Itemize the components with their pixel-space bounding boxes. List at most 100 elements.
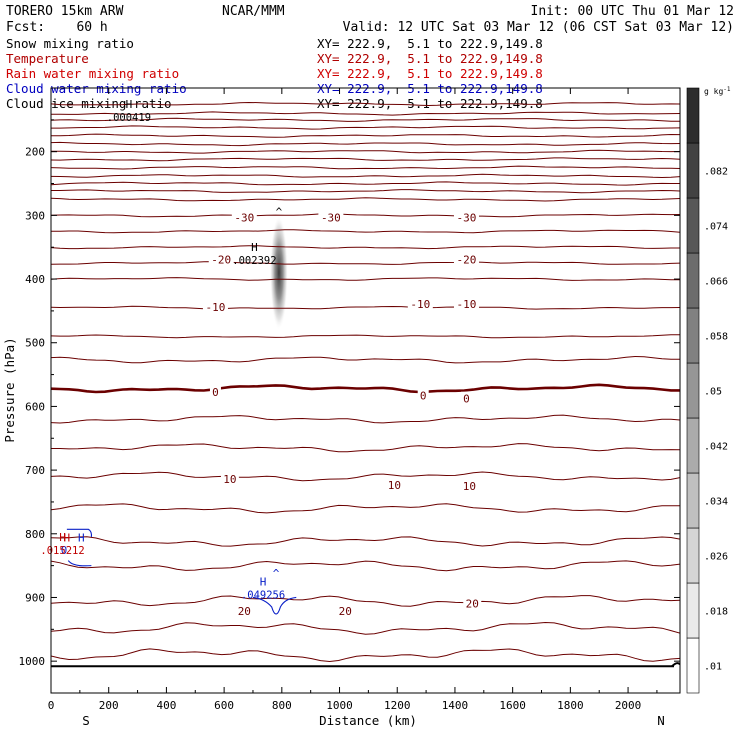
- temperature-isotherm: [51, 277, 680, 281]
- temperature-label: -30: [234, 211, 254, 224]
- colorbar-segment: [686, 417, 700, 474]
- temperature-label: -20: [457, 253, 477, 266]
- temperature-isotherm: [51, 536, 680, 547]
- colorbar-segment: [686, 637, 700, 694]
- temperature-label-bg: [460, 479, 479, 492]
- x-tick-label: 1400: [442, 699, 469, 712]
- extremum-value: .049256: [241, 589, 285, 601]
- colorbar-segment: [686, 472, 700, 529]
- colorbar-segment: [686, 87, 700, 144]
- extremum-mark: H: [78, 531, 85, 544]
- temperature-label-bg: [208, 252, 234, 265]
- temperature-isotherm: [51, 560, 680, 572]
- temperature-isotherm: [51, 197, 680, 202]
- y-axis-label: Pressure (hPa): [2, 337, 17, 442]
- start-point-label: S: [82, 713, 90, 728]
- extremum-mark: H: [126, 98, 133, 111]
- y-tick-label: 200: [25, 146, 45, 159]
- temperature-isotherm: [51, 355, 680, 364]
- temperature-isotherm: [51, 189, 680, 194]
- ice-core-shade: [269, 215, 288, 330]
- cloud-water-contour-top: [66, 528, 93, 538]
- temperature-label: 10: [463, 480, 476, 493]
- center-label: NCAR/MMM: [222, 4, 285, 19]
- colorbar-label: .01: [704, 662, 722, 673]
- ice-mixing-ratio-shading: [269, 215, 288, 330]
- forecast-hour: Fcst: 60 h: [6, 20, 108, 35]
- temperature-isotherm: [51, 181, 680, 186]
- y-tick-label: 400: [25, 273, 45, 286]
- temperature-isotherm: [51, 157, 680, 162]
- y-tick-label: 700: [25, 464, 45, 477]
- x-axis-label: Distance (km): [319, 713, 417, 728]
- colorbar-label: .074: [704, 222, 728, 233]
- x-tick-label: 1000: [326, 699, 353, 712]
- temperature-label: -30: [321, 211, 341, 224]
- y-tick-label: 800: [25, 528, 45, 541]
- temperature-label: -10: [206, 301, 226, 314]
- x-axis: 0 200 400 600 800 1000 1200 1400 1600 1800 2000: [48, 88, 658, 712]
- y-tick-label: 1000: [19, 655, 46, 668]
- temperature-label-bg: [231, 210, 257, 223]
- x-tick-label: 600: [214, 699, 234, 712]
- x-tick-label: 800: [272, 699, 292, 712]
- x-tick-label: 1600: [499, 699, 526, 712]
- model-title: TORERO 15km ARW: [6, 4, 124, 19]
- field-snow-xy: XY= 222.9, 5.1 to 222.9,149.8: [317, 36, 543, 51]
- y-tick-label: 300: [25, 209, 45, 222]
- y-tick-label: 600: [25, 400, 45, 413]
- extremum-value: 0: [61, 545, 67, 557]
- x-tick-label: 2000: [615, 699, 642, 712]
- temperature-label: -10: [457, 298, 477, 311]
- init-time: Init: 00 UTC Thu 01 Mar 12: [531, 4, 735, 19]
- extremum-mark: H: [251, 241, 258, 254]
- temperature-isotherm: [51, 101, 680, 107]
- extremum-mark: H: [59, 531, 66, 544]
- temperature-label: 0: [212, 386, 219, 399]
- extremum-value: .000419: [107, 112, 151, 124]
- temperature-isotherm: [51, 229, 680, 234]
- colorbar-segment: [686, 307, 700, 364]
- colorbar-label: .05: [704, 387, 722, 398]
- y-tick-label: 900: [25, 591, 45, 604]
- colorbar-segment: [686, 197, 700, 254]
- temperature-isotherm: [51, 471, 680, 482]
- temperature-label: -30: [457, 211, 477, 224]
- temperature-isotherm: [51, 213, 680, 218]
- valid-time: Valid: 12 UTC Sat 03 Mar 12 (06 CST Sat …: [343, 20, 734, 35]
- temperature-isotherm: [51, 621, 680, 635]
- temperature-isotherm: [51, 125, 680, 130]
- temperature-isotherm: [51, 648, 680, 663]
- colorbar-label: .066: [704, 277, 728, 288]
- x-tick-label: 0: [48, 699, 55, 712]
- temperature-isotherm: [51, 334, 680, 339]
- cloud-water-marker: ^: [273, 567, 280, 580]
- temperature-label: 20: [238, 605, 251, 618]
- temperature-isotherm: [51, 305, 680, 310]
- temperature-isotherm: [51, 173, 680, 179]
- colorbar-label: .034: [704, 497, 728, 508]
- temperature-isotherm: [51, 111, 680, 116]
- temperature-isotherm: [51, 443, 680, 453]
- temperature-label-bg: [463, 596, 482, 609]
- freezing-level-isotherm: [51, 383, 680, 394]
- colorbar-label: .018: [704, 607, 728, 618]
- colorbar: .01 .018 .026 .034 .042 .05 .058 .066 .074 .082: [686, 87, 728, 694]
- temperature-isotherm: [51, 595, 680, 607]
- colorbar-label: .026: [704, 552, 728, 563]
- temperature-label: 10: [388, 479, 401, 492]
- temperature-label-bg: [318, 210, 344, 223]
- extremum-mark: H: [64, 531, 71, 544]
- temperature-label-bg: [453, 252, 479, 265]
- temperature-isotherm: [51, 117, 680, 122]
- colorbar-segment: [686, 362, 700, 419]
- colorbar-label: .082: [704, 167, 728, 178]
- x-tick-label: 1800: [557, 699, 584, 712]
- temperature-label: 0: [463, 392, 470, 405]
- temperature-isotherm: [51, 141, 680, 147]
- colorbar-unit-exp: -1: [723, 86, 731, 93]
- field-ice-xy: XY= 222.9, 5.1 to 222.9,149.8: [317, 96, 543, 111]
- temperature-label: -10: [410, 298, 430, 311]
